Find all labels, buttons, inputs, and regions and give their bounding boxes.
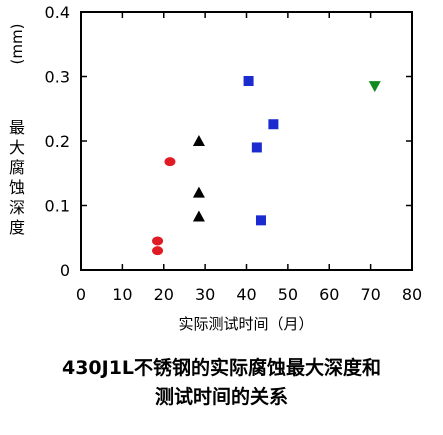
tick-marks (80, 11, 413, 271)
x-tick-label: 40 (236, 285, 256, 304)
y-tick-label: 0.3 (45, 68, 70, 87)
x-tick-label: 20 (154, 285, 174, 304)
data-point-square (268, 119, 279, 130)
y-axis-label-char: 最 (8, 118, 25, 137)
x-tick-label: 60 (319, 285, 339, 304)
y-axis-label: 最大腐蚀深度 (6, 118, 28, 238)
y-tick-label: 0.1 (45, 197, 70, 216)
data-point-circle (152, 236, 164, 246)
data-point-circle (152, 246, 164, 256)
y-axis-label-char: 蚀 (8, 178, 25, 197)
data-point-triangle-up (192, 186, 205, 198)
y-axis-label-char: 大 (8, 138, 25, 157)
y-tick-label: 0.4 (45, 3, 70, 22)
y-tick-labels: 0 0.1 0.2 0.3 0.4 (45, 3, 70, 280)
data-point-square (243, 76, 254, 87)
y-axis-label-char: 腐 (8, 158, 25, 177)
x-axis-label: 实际测试时间（月） (178, 315, 313, 333)
x-tick-label: 10 (112, 285, 132, 304)
y-tick-label: 0 (60, 261, 70, 280)
y-axis-label-char: 度 (8, 218, 25, 237)
x-tick-label: 80 (402, 285, 422, 304)
chart-caption-line1: 430J1L不锈钢的实际腐蚀最大深度和 (61, 357, 382, 379)
chart-caption-line2: 测试时间的关系 (154, 386, 288, 408)
x-tick-label: 50 (278, 285, 298, 304)
y-tick-label: 0.2 (45, 132, 70, 151)
plot-area (80, 11, 413, 271)
data-points (152, 76, 381, 256)
data-point-triangle-down (368, 81, 381, 93)
y-axis-unit: (mm) (8, 24, 26, 65)
x-tick-label: 70 (360, 285, 380, 304)
data-point-square (255, 215, 266, 226)
x-tick-labels: 0 10 20 30 40 50 60 70 80 (76, 285, 422, 304)
x-tick-label: 0 (76, 285, 86, 304)
x-tick-label: 30 (195, 285, 215, 304)
data-point-circle (164, 157, 176, 167)
y-axis-label-char: 深 (8, 198, 25, 217)
data-point-triangle-up (192, 135, 205, 146)
data-point-square (251, 142, 262, 153)
data-point-triangle-up (192, 210, 205, 222)
